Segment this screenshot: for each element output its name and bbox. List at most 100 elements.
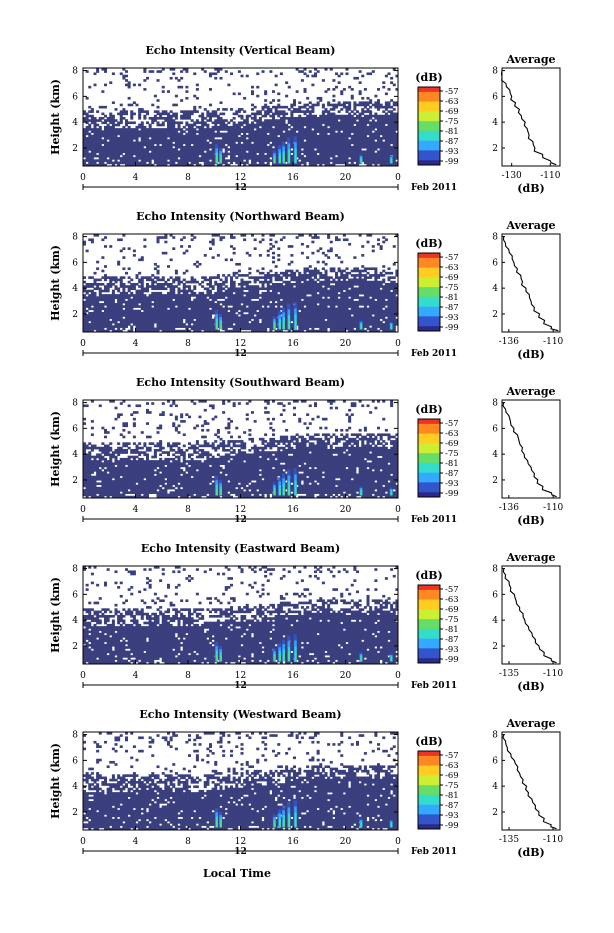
echo-cell bbox=[227, 312, 230, 315]
echo-cell bbox=[283, 272, 286, 275]
echo-cell bbox=[382, 81, 385, 84]
echo-cell bbox=[112, 290, 115, 293]
echo-cell bbox=[346, 101, 349, 104]
echo-cell bbox=[306, 115, 309, 118]
echo-cell bbox=[136, 283, 139, 286]
echo-cell bbox=[283, 281, 286, 284]
echo-cell bbox=[272, 148, 275, 151]
echo-cell bbox=[180, 115, 183, 118]
echo-cell bbox=[180, 128, 183, 131]
echo-cell bbox=[267, 135, 270, 138]
echo-cell bbox=[183, 323, 186, 326]
echo-cell bbox=[101, 283, 104, 286]
echo-cell bbox=[154, 115, 157, 118]
echo-cell bbox=[88, 115, 91, 118]
echo-cell bbox=[209, 241, 212, 244]
echo-cell bbox=[170, 276, 173, 279]
echo-cell bbox=[167, 139, 170, 142]
echo-cell bbox=[304, 157, 307, 160]
echo-cell bbox=[101, 276, 104, 279]
echo-cell bbox=[369, 106, 372, 109]
echo-cell bbox=[193, 285, 196, 288]
echo-cell bbox=[359, 81, 362, 84]
echo-cell bbox=[143, 245, 146, 248]
profile-title: Average bbox=[505, 53, 555, 66]
echo-cell bbox=[241, 279, 244, 282]
echo-cell bbox=[380, 137, 383, 140]
echo-cell bbox=[201, 113, 204, 116]
echo-cell bbox=[317, 97, 320, 100]
echo-cell bbox=[191, 301, 194, 304]
echo-cell bbox=[374, 101, 377, 104]
colorbar-tick-label: -87 bbox=[445, 137, 459, 147]
echo-cell bbox=[361, 101, 364, 104]
echo-cell bbox=[88, 106, 91, 109]
echo-cell bbox=[185, 110, 188, 113]
echo-cell bbox=[122, 126, 125, 129]
echo-cell bbox=[162, 128, 165, 131]
echo-cell bbox=[157, 292, 160, 295]
echo-cell bbox=[220, 139, 223, 142]
echo-cell bbox=[330, 108, 333, 111]
echo-cell bbox=[162, 90, 165, 93]
echo-cell bbox=[272, 90, 275, 93]
echo-cell bbox=[188, 285, 191, 288]
echo-cell bbox=[304, 142, 307, 145]
echo-cell bbox=[285, 81, 288, 84]
echo-cell bbox=[141, 276, 144, 279]
echo-cell bbox=[188, 124, 191, 127]
plume-mark bbox=[279, 157, 280, 163]
echo-cell bbox=[133, 250, 136, 253]
echo-cell bbox=[340, 104, 343, 107]
echo-cell bbox=[94, 272, 97, 275]
echo-cell bbox=[167, 283, 170, 286]
echo-cell bbox=[172, 119, 175, 122]
echo-cell bbox=[88, 153, 91, 156]
echo-cell bbox=[241, 128, 244, 131]
echo-cell bbox=[159, 292, 162, 295]
echo-cell bbox=[204, 117, 207, 120]
echo-cell bbox=[280, 238, 283, 241]
echo-cell bbox=[222, 119, 225, 122]
echo-cell bbox=[94, 84, 97, 87]
echo-cell bbox=[288, 130, 291, 133]
echo-cell bbox=[243, 314, 246, 317]
echo-cell bbox=[167, 113, 170, 116]
echo-cell bbox=[107, 294, 110, 297]
echo-cell bbox=[246, 274, 249, 277]
echo-cell bbox=[91, 276, 94, 279]
echo-cell bbox=[251, 121, 254, 124]
echo-cell bbox=[327, 88, 330, 91]
colorbar-tick-label: -57 bbox=[445, 87, 459, 97]
echo-cell bbox=[180, 99, 183, 102]
echo-cell bbox=[117, 261, 120, 264]
echo-cell bbox=[269, 285, 272, 288]
echo-cell bbox=[217, 139, 220, 142]
echo-cell bbox=[290, 323, 293, 326]
echo-cell bbox=[217, 115, 220, 118]
echo-cell bbox=[104, 84, 107, 87]
echo-cell bbox=[277, 104, 280, 107]
echo-cell bbox=[172, 279, 175, 282]
echo-cell bbox=[346, 115, 349, 118]
echo-cell bbox=[133, 128, 136, 131]
echo-cell bbox=[374, 121, 377, 124]
echo-cell bbox=[172, 247, 175, 250]
echo-cell bbox=[164, 252, 167, 255]
echo-cell bbox=[183, 130, 186, 133]
echo-cell bbox=[122, 319, 125, 322]
echo-cell bbox=[104, 245, 107, 248]
echo-cell bbox=[262, 281, 265, 284]
echo-cell bbox=[322, 79, 325, 82]
echo-cell bbox=[220, 305, 223, 308]
echo-cell bbox=[125, 301, 128, 304]
echo-cell bbox=[277, 99, 280, 102]
echo-cell bbox=[254, 124, 257, 127]
echo-cell bbox=[238, 263, 241, 266]
echo-cell bbox=[128, 81, 131, 84]
echo-cell bbox=[277, 274, 280, 277]
panel-2: Echo Intensity (Northward Beam)2468Heigh… bbox=[49, 210, 564, 361]
echo-cell bbox=[361, 97, 364, 100]
echo-cell bbox=[335, 157, 338, 160]
echo-cell bbox=[233, 272, 236, 275]
